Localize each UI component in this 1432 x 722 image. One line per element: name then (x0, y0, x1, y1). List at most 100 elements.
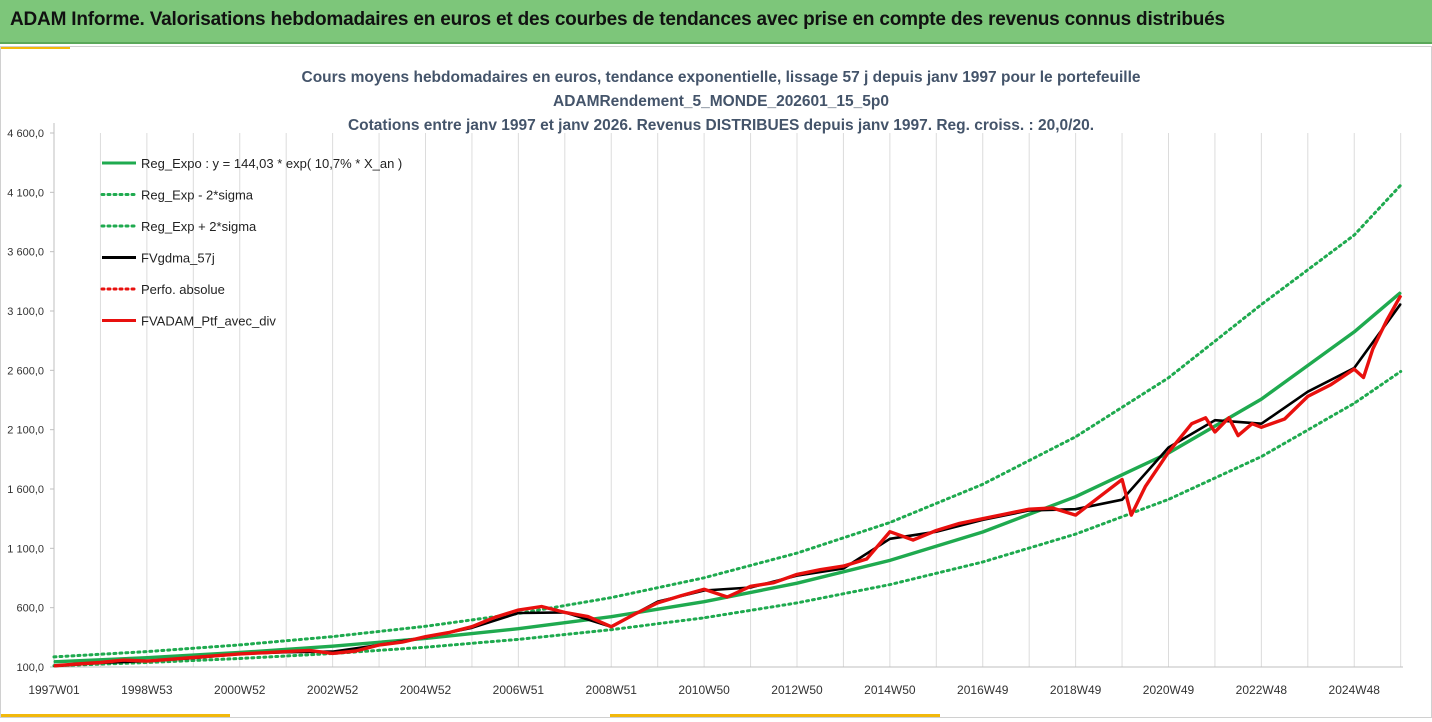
data-point (982, 518, 984, 520)
x-tick-label: 2016W49 (957, 683, 1009, 697)
data-point (1130, 514, 1132, 516)
x-tick-label: 2020W49 (1143, 683, 1195, 697)
accent-bar-top-left (0, 46, 70, 49)
data-point (610, 616, 612, 618)
report-title: ADAM Informe. Valorisations hebdomadaire… (10, 9, 1225, 30)
data-point (1167, 498, 1170, 500)
data-point (633, 613, 636, 615)
data-point (935, 529, 937, 532)
y-tick-label: 1 600,0 (7, 484, 44, 496)
y-tick-label: 3 100,0 (7, 306, 44, 318)
data-point (1353, 331, 1355, 333)
data-point (448, 632, 450, 634)
accent-bar-bottom-mid (610, 714, 940, 718)
data-point (378, 644, 380, 646)
data-point (1260, 398, 1262, 400)
data-point (239, 653, 241, 655)
data-point (796, 573, 798, 576)
line-chart: Cours moyens hebdomadaires en euros, ten… (7, 69, 1403, 697)
data-point (146, 660, 148, 662)
data-point (192, 656, 194, 659)
data-point (1205, 417, 1207, 419)
data-point (1353, 402, 1355, 404)
y-tick-label: 600,0 (16, 603, 44, 615)
chart-title-line: Cotations entre janv 1997 et janv 2026. … (348, 117, 1094, 134)
x-tick-label: 2002W52 (307, 683, 359, 697)
data-point (1386, 319, 1388, 322)
x-tick-label: 1998W53 (121, 683, 173, 697)
data-point (889, 584, 891, 586)
data-point (703, 577, 705, 579)
data-point (517, 638, 520, 641)
x-tick-label: 2000W52 (214, 683, 266, 697)
data-point (726, 596, 728, 598)
data-point (517, 612, 520, 614)
data-point (982, 531, 984, 533)
data-point (1237, 435, 1239, 437)
data-point (842, 567, 845, 570)
data-point (1284, 418, 1286, 420)
data-point (1330, 384, 1332, 386)
data-point (355, 650, 357, 652)
data-point (123, 659, 125, 661)
data-point (1307, 395, 1309, 397)
data-point (494, 616, 496, 618)
data-point (1362, 376, 1365, 379)
data-point (1191, 423, 1193, 425)
legend-label: Reg_Exp + 2*sigma (141, 219, 257, 234)
y-tick-label: 2 100,0 (7, 425, 44, 437)
x-tick-label: 2008W51 (586, 683, 638, 697)
data-point (146, 657, 148, 659)
data-point (1214, 431, 1216, 433)
data-point (53, 661, 55, 663)
data-point (424, 625, 427, 627)
y-tick-label: 4 600,0 (7, 128, 44, 140)
data-point (819, 569, 821, 571)
data-point (982, 483, 984, 485)
data-point (1028, 508, 1030, 510)
accent-bar-bottom-left (0, 714, 230, 718)
data-point (1098, 496, 1100, 498)
chart-frame: Cours moyens hebdomadaires en euros, ten… (0, 46, 1432, 718)
data-point (889, 559, 891, 562)
x-tick-label: 2004W52 (400, 683, 452, 697)
data-point (1167, 451, 1170, 453)
legend-label: FVgdma_57j (141, 251, 215, 266)
data-point (332, 652, 334, 655)
data-point (169, 658, 171, 660)
data-point (796, 552, 798, 554)
data-point (332, 636, 334, 638)
data-point (703, 588, 705, 590)
data-point (750, 585, 752, 587)
x-tick-label: 2024W48 (1329, 683, 1381, 697)
x-tick-label: 1997W01 (28, 683, 80, 697)
data-point (262, 652, 264, 654)
data-point (239, 644, 241, 646)
data-point (332, 645, 334, 647)
data-point (1167, 377, 1170, 379)
data-point (703, 601, 705, 603)
data-point (1400, 184, 1402, 186)
data-point (1144, 486, 1146, 488)
series-line-1 (52, 370, 1403, 668)
data-point (889, 531, 891, 533)
data-point (424, 646, 427, 648)
data-point (424, 636, 427, 638)
data-point (99, 661, 101, 664)
data-point (1075, 514, 1077, 516)
y-tick-label: 3 600,0 (7, 247, 44, 259)
data-point (912, 539, 914, 541)
data-point (703, 617, 705, 619)
legend-label: Reg_Expo : y = 144,03 * exp( 10,7% * X_a… (141, 156, 402, 171)
data-point (517, 609, 520, 611)
data-point (1400, 291, 1402, 294)
y-tick-label: 4 100,0 (7, 187, 44, 199)
data-point (1005, 513, 1007, 515)
data-point (1372, 348, 1374, 350)
data-point (1051, 507, 1053, 509)
data-point (1400, 303, 1402, 305)
data-point (610, 626, 612, 628)
data-point (1260, 456, 1262, 458)
data-point (1075, 508, 1077, 510)
x-tick-label: 2018W49 (1050, 683, 1102, 697)
